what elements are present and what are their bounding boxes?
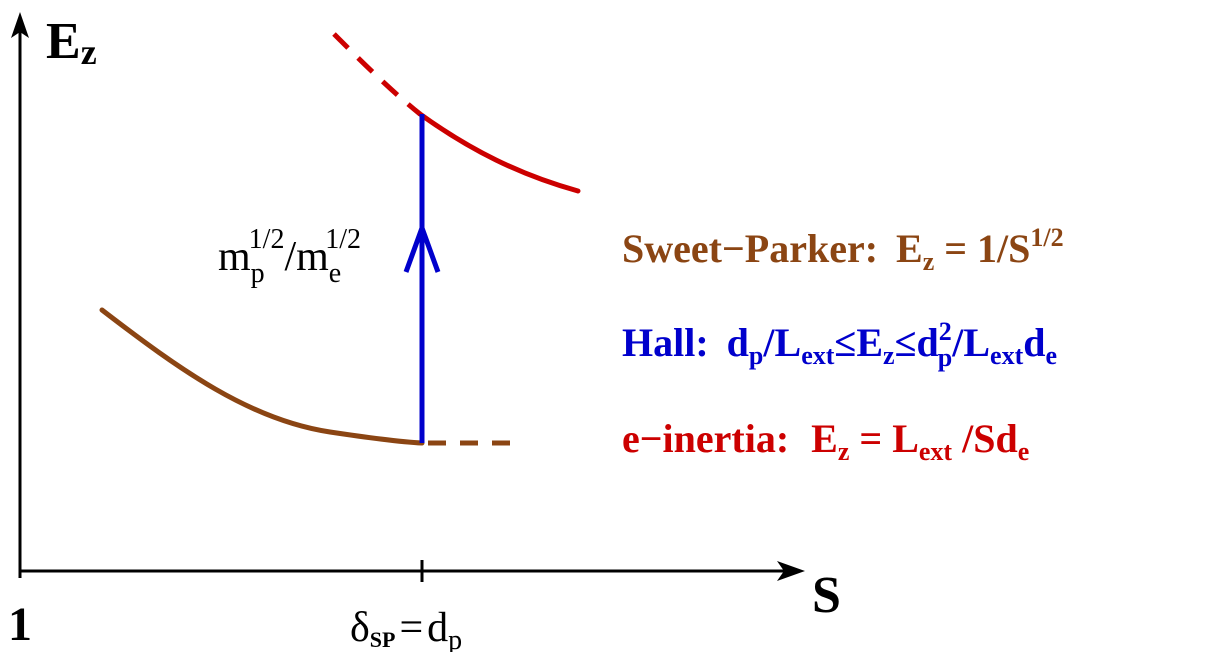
sweet-parker-curve <box>99 307 425 446</box>
x-axis-arrowhead <box>777 561 805 581</box>
origin-label: 1 <box>8 598 32 651</box>
e-inertia-dashed-extension <box>332 32 422 116</box>
tick-label: δSP=dp <box>350 605 462 652</box>
legend-sweet-parker: Sweet−Parker: Ez = 1/S1/2 <box>622 223 1064 276</box>
hall-arrowhead <box>403 220 441 273</box>
e-inertia-curve <box>417 111 581 194</box>
mass-ratio-label: mp1/2/me1/2 <box>218 224 361 289</box>
y-axis-label: Ez <box>46 13 97 72</box>
x-axis-label: S <box>812 567 841 624</box>
legend-hall: Hall: dp/Lext≤Ez≤d2 p/Lextde <box>622 317 1057 372</box>
y-axis-arrowhead <box>11 12 29 38</box>
legend-e-inertia: e−inertia: Ez = Lext /Sde <box>622 416 1029 466</box>
